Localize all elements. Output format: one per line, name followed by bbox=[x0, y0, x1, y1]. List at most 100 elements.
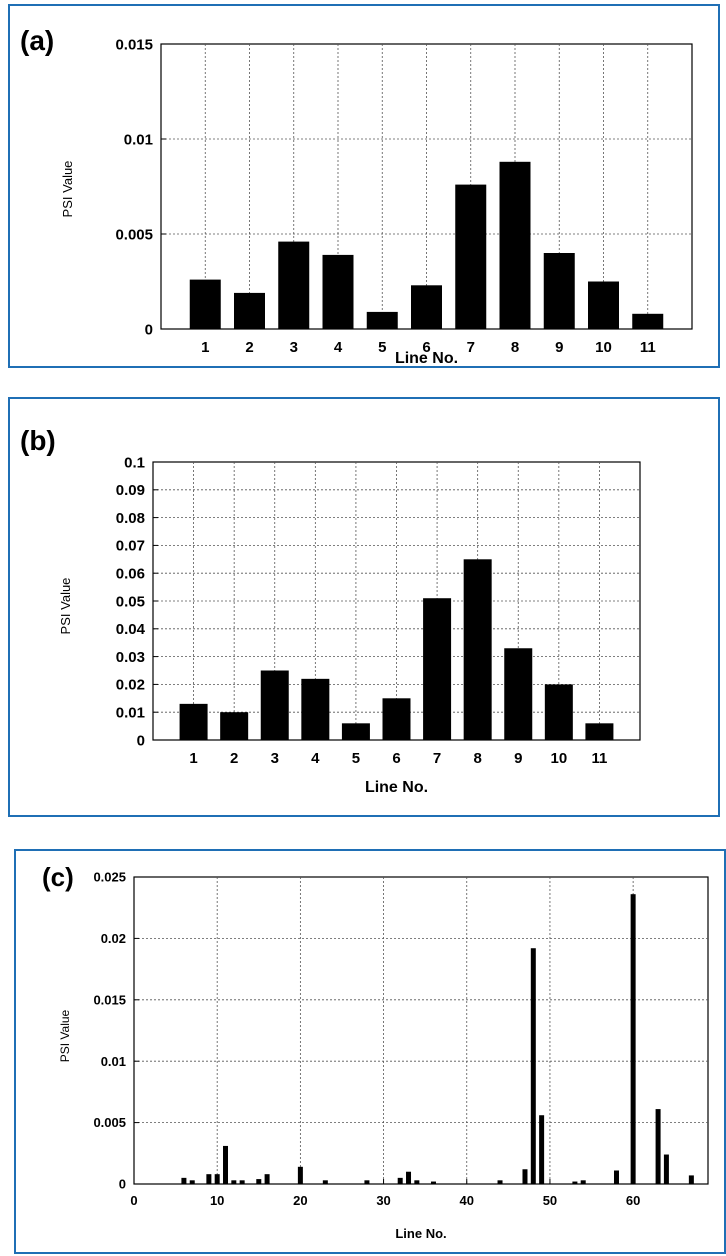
bar-a-8 bbox=[499, 161, 531, 329]
x-tick-label-c: 30 bbox=[376, 1193, 390, 1208]
bar-a-3 bbox=[278, 241, 310, 329]
bar-c-54 bbox=[580, 1180, 586, 1184]
bar-c-53 bbox=[572, 1181, 578, 1184]
x-tick-label-b: 8 bbox=[473, 750, 481, 767]
y-axis-label-c: PSI Value bbox=[58, 1009, 72, 1062]
y-tick-label-b: 0.06 bbox=[116, 565, 145, 582]
x-tick-label-a: 6 bbox=[422, 339, 430, 356]
bar-c-7 bbox=[189, 1180, 195, 1184]
bar-c-36 bbox=[430, 1181, 436, 1184]
chart-a-svg: (a) 0 0.005 0.01 0.015 1 2 3 4 5 6 7 8 9 10 11 PSI Value… bbox=[20, 25, 693, 367]
bar-c-44 bbox=[497, 1180, 503, 1184]
bar-a-7 bbox=[455, 184, 487, 329]
x-axis-label-c: Line No. bbox=[395, 1226, 446, 1241]
y-tick-label-a: 0.01 bbox=[124, 131, 153, 148]
bar-b-2 bbox=[220, 712, 249, 740]
bar-a-6 bbox=[411, 285, 442, 329]
bar-c-49 bbox=[539, 1115, 545, 1184]
bar-c-67 bbox=[688, 1175, 694, 1184]
x-tick-label-a: 2 bbox=[245, 339, 253, 356]
bar-c-11 bbox=[223, 1145, 229, 1184]
chart-panel-a: (a) 0 0.005 0.01 0.015 1 2 3 4 5 6 7 8 9 10 11 PSI Value… bbox=[8, 4, 720, 368]
x-tick-label-b: 11 bbox=[591, 750, 607, 767]
y-axis-label-b: PSI Value bbox=[58, 578, 73, 635]
bar-b-5 bbox=[341, 723, 370, 740]
x-tick-label-a: 8 bbox=[511, 339, 519, 356]
bar-c-12 bbox=[231, 1180, 237, 1184]
y-tick-label-c: 0.02 bbox=[101, 931, 126, 946]
y-axis-label-a: PSI Value bbox=[60, 161, 75, 218]
x-tick-label-c: 40 bbox=[460, 1193, 474, 1208]
bar-b-6 bbox=[382, 698, 411, 740]
bar-c-23 bbox=[322, 1180, 328, 1184]
bar-b-4 bbox=[301, 678, 330, 740]
y-tick-label-a: 0 bbox=[145, 321, 153, 338]
plot-frame-c bbox=[133, 876, 709, 1185]
bar-a-5 bbox=[366, 311, 398, 329]
chart-b-svg: (b) 0 0.01 0.02 0.03 0.04 0.05 0.06 0.07 0.08 0.09… bbox=[20, 425, 641, 796]
bar-c-9 bbox=[206, 1174, 212, 1184]
chart-panel-b: (b) 0 0.01 0.02 0.03 0.04 0.05 0.06 0.07 0.08 0.09… bbox=[8, 397, 720, 817]
y-tick-label-c: 0.025 bbox=[93, 870, 126, 885]
bar-c-58 bbox=[613, 1170, 619, 1184]
x-tick-label-c: 50 bbox=[543, 1193, 557, 1208]
y-tick-label-b: 0.05 bbox=[116, 593, 145, 610]
chart-c-svg: (c) 0 0.005 0.01 0.015 0.02 0.025 0 10 20 30 40 50 60… bbox=[42, 862, 709, 1241]
panel-label-b: (b) bbox=[20, 425, 56, 456]
panel-label-c: (c) bbox=[42, 862, 74, 892]
x-tick-label-a: 7 bbox=[467, 339, 475, 356]
bar-c-15 bbox=[256, 1179, 262, 1184]
panel-label-a: (a) bbox=[20, 25, 54, 56]
bar-c-20 bbox=[297, 1166, 303, 1184]
y-tick-label-c: 0.015 bbox=[93, 992, 126, 1007]
x-tick-label-b: 4 bbox=[311, 750, 320, 767]
y-tick-label-b: 0.02 bbox=[116, 677, 145, 694]
bar-c-6 bbox=[181, 1177, 187, 1184]
bar-c-28 bbox=[364, 1180, 370, 1184]
bar-b-9 bbox=[504, 648, 533, 740]
bar-a-9 bbox=[543, 253, 575, 329]
x-tick-label-a: 10 bbox=[595, 339, 612, 356]
x-tick-label-c: 10 bbox=[210, 1193, 224, 1208]
x-tick-label-a: 1 bbox=[201, 339, 209, 356]
y-tick-label-b: 0.07 bbox=[116, 538, 145, 555]
bar-b-8 bbox=[463, 559, 492, 740]
bar-c-60 bbox=[630, 894, 636, 1184]
bar-b-1 bbox=[179, 703, 208, 740]
bar-a-1 bbox=[189, 279, 221, 329]
bar-c-48 bbox=[530, 948, 536, 1184]
bar-c-47 bbox=[522, 1169, 528, 1184]
bar-c-64 bbox=[663, 1154, 669, 1184]
y-tick-label-a: 0.015 bbox=[115, 36, 153, 53]
bar-c-34 bbox=[414, 1180, 420, 1184]
bar-c-10 bbox=[214, 1174, 220, 1184]
bar-a-10 bbox=[588, 281, 619, 329]
x-tick-label-b: 9 bbox=[514, 750, 522, 767]
y-tick-label-c: 0 bbox=[119, 1177, 126, 1192]
bar-c-33 bbox=[406, 1171, 412, 1184]
x-tick-label-b: 3 bbox=[271, 750, 279, 767]
y-tick-label-b: 0.08 bbox=[116, 510, 145, 527]
y-tick-label-c: 0.005 bbox=[93, 1115, 126, 1130]
bar-b-11 bbox=[585, 723, 614, 740]
chart-panel-c: (c) 0 0.005 0.01 0.015 0.02 0.025 0 10 20 30 40 50 60… bbox=[14, 849, 726, 1254]
bar-a-11 bbox=[632, 313, 664, 329]
x-tick-label-c: 20 bbox=[293, 1193, 307, 1208]
bar-b-3 bbox=[260, 670, 289, 740]
bar-a-4 bbox=[322, 254, 354, 329]
x-tick-label-b: 6 bbox=[392, 750, 400, 767]
bar-c-63 bbox=[655, 1109, 661, 1184]
bar-c-16 bbox=[264, 1174, 270, 1184]
x-tick-label-a: 5 bbox=[378, 339, 386, 356]
y-tick-label-a: 0.005 bbox=[115, 226, 153, 243]
x-tick-label-a: 9 bbox=[555, 339, 563, 356]
y-tick-label-c: 0.01 bbox=[101, 1054, 126, 1069]
x-tick-label-a: 11 bbox=[640, 339, 656, 356]
x-axis-label-b: Line No. bbox=[365, 779, 428, 796]
x-tick-label-b: 5 bbox=[352, 750, 360, 767]
y-tick-label-b: 0.09 bbox=[116, 482, 145, 499]
x-tick-label-b: 7 bbox=[433, 750, 441, 767]
x-tick-label-c: 60 bbox=[626, 1193, 640, 1208]
x-tick-label-b: 10 bbox=[550, 750, 567, 767]
y-tick-label-b: 0.01 bbox=[116, 704, 145, 721]
